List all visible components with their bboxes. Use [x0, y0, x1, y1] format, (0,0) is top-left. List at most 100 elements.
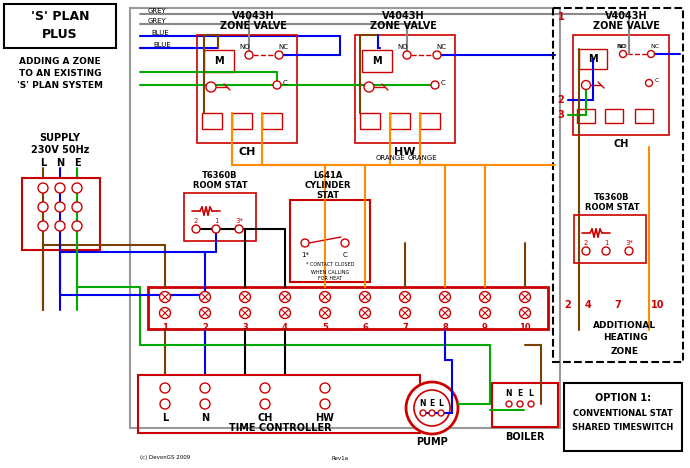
Circle shape	[235, 225, 243, 233]
Text: M: M	[588, 54, 598, 64]
Text: ADDITIONAL: ADDITIONAL	[593, 321, 657, 329]
Circle shape	[400, 307, 411, 319]
Circle shape	[38, 221, 48, 231]
Circle shape	[582, 247, 590, 255]
Text: CH: CH	[238, 147, 256, 157]
Text: NC: NC	[436, 44, 446, 50]
Bar	[579, 49, 607, 69]
Text: GREY: GREY	[148, 8, 166, 14]
Text: 3*: 3*	[235, 218, 243, 224]
Text: ADDING A ZONE: ADDING A ZONE	[19, 58, 101, 66]
Text: TIME CONTROLLER: TIME CONTROLLER	[228, 423, 331, 433]
Text: C: C	[343, 252, 347, 258]
Text: V4043H: V4043H	[604, 11, 647, 21]
Text: L: L	[529, 389, 533, 398]
Text: 7: 7	[402, 322, 408, 331]
Text: SHARED TIMESWITCH: SHARED TIMESWITCH	[573, 423, 673, 431]
Text: NO: NO	[617, 44, 627, 50]
Circle shape	[275, 51, 283, 59]
Bar	[197, 35, 297, 143]
Text: E: E	[429, 398, 435, 408]
Text: 3*: 3*	[625, 240, 633, 246]
Text: M: M	[214, 56, 224, 66]
Circle shape	[273, 81, 281, 89]
Text: STAT: STAT	[317, 190, 339, 199]
Circle shape	[429, 410, 435, 416]
Bar	[635, 109, 653, 123]
Circle shape	[160, 383, 170, 393]
Circle shape	[480, 292, 491, 302]
Circle shape	[520, 307, 531, 319]
Circle shape	[200, 383, 210, 393]
Circle shape	[341, 239, 349, 247]
Text: 1: 1	[162, 322, 168, 331]
Text: 6: 6	[362, 322, 368, 331]
Text: 10: 10	[519, 322, 531, 331]
Circle shape	[200, 399, 210, 409]
Text: OPTION 1:: OPTION 1:	[595, 393, 651, 403]
Text: 1: 1	[604, 240, 609, 246]
Text: ROOM STAT: ROOM STAT	[584, 203, 640, 212]
Text: NO: NO	[397, 44, 408, 50]
Text: 'S' PLAN SYSTEM: 'S' PLAN SYSTEM	[17, 81, 103, 90]
Bar	[204, 50, 234, 72]
Text: C: C	[283, 80, 287, 86]
Text: ZONE VALVE: ZONE VALVE	[370, 21, 437, 31]
Text: 3: 3	[242, 322, 248, 331]
Circle shape	[72, 183, 82, 193]
Text: * CONTACT CLOSED: * CONTACT CLOSED	[306, 263, 354, 268]
Bar	[232, 113, 252, 129]
Circle shape	[260, 383, 270, 393]
Text: 1: 1	[558, 12, 564, 22]
Bar	[355, 35, 455, 143]
Circle shape	[159, 292, 170, 302]
Text: ORANGE: ORANGE	[375, 155, 405, 161]
Text: CYLINDER: CYLINDER	[305, 181, 351, 190]
Circle shape	[319, 307, 331, 319]
Text: L: L	[40, 158, 46, 168]
Bar	[138, 375, 420, 433]
Text: M: M	[372, 56, 382, 66]
Circle shape	[239, 292, 250, 302]
Circle shape	[192, 225, 200, 233]
Text: E: E	[74, 158, 80, 168]
Text: 230V 50Hz: 230V 50Hz	[31, 145, 89, 155]
Circle shape	[239, 307, 250, 319]
Circle shape	[38, 202, 48, 212]
Circle shape	[400, 292, 411, 302]
Text: 8: 8	[442, 322, 448, 331]
Text: 1: 1	[214, 218, 218, 224]
Bar	[360, 113, 380, 129]
Circle shape	[646, 80, 653, 87]
Text: CONVENTIONAL STAT: CONVENTIONAL STAT	[573, 409, 673, 417]
Text: T6360B: T6360B	[202, 170, 238, 180]
Text: ZONE VALVE: ZONE VALVE	[593, 21, 660, 31]
Circle shape	[279, 307, 290, 319]
Circle shape	[359, 307, 371, 319]
Bar	[362, 50, 392, 72]
Bar	[564, 383, 682, 451]
Text: NO: NO	[239, 44, 250, 50]
Circle shape	[38, 183, 48, 193]
Text: ZONE: ZONE	[611, 346, 639, 356]
Text: Rev1a: Rev1a	[331, 455, 348, 461]
Bar	[130, 8, 560, 428]
Text: N: N	[506, 389, 512, 398]
Text: L641A: L641A	[313, 170, 343, 180]
Text: NC: NC	[278, 44, 288, 50]
Text: BLUE: BLUE	[153, 42, 171, 48]
Circle shape	[528, 401, 534, 407]
Text: 7: 7	[615, 300, 622, 310]
Circle shape	[433, 51, 441, 59]
Circle shape	[320, 383, 330, 393]
Text: C: C	[441, 80, 445, 86]
Circle shape	[520, 292, 531, 302]
Text: BLUE: BLUE	[151, 30, 169, 36]
Text: CH: CH	[257, 413, 273, 423]
Circle shape	[199, 307, 210, 319]
Text: T6360B: T6360B	[594, 192, 630, 202]
Text: FOR HEAT: FOR HEAT	[318, 277, 342, 281]
Text: PLUS: PLUS	[42, 28, 78, 41]
Circle shape	[55, 183, 65, 193]
Text: ORANGE: ORANGE	[407, 155, 437, 161]
